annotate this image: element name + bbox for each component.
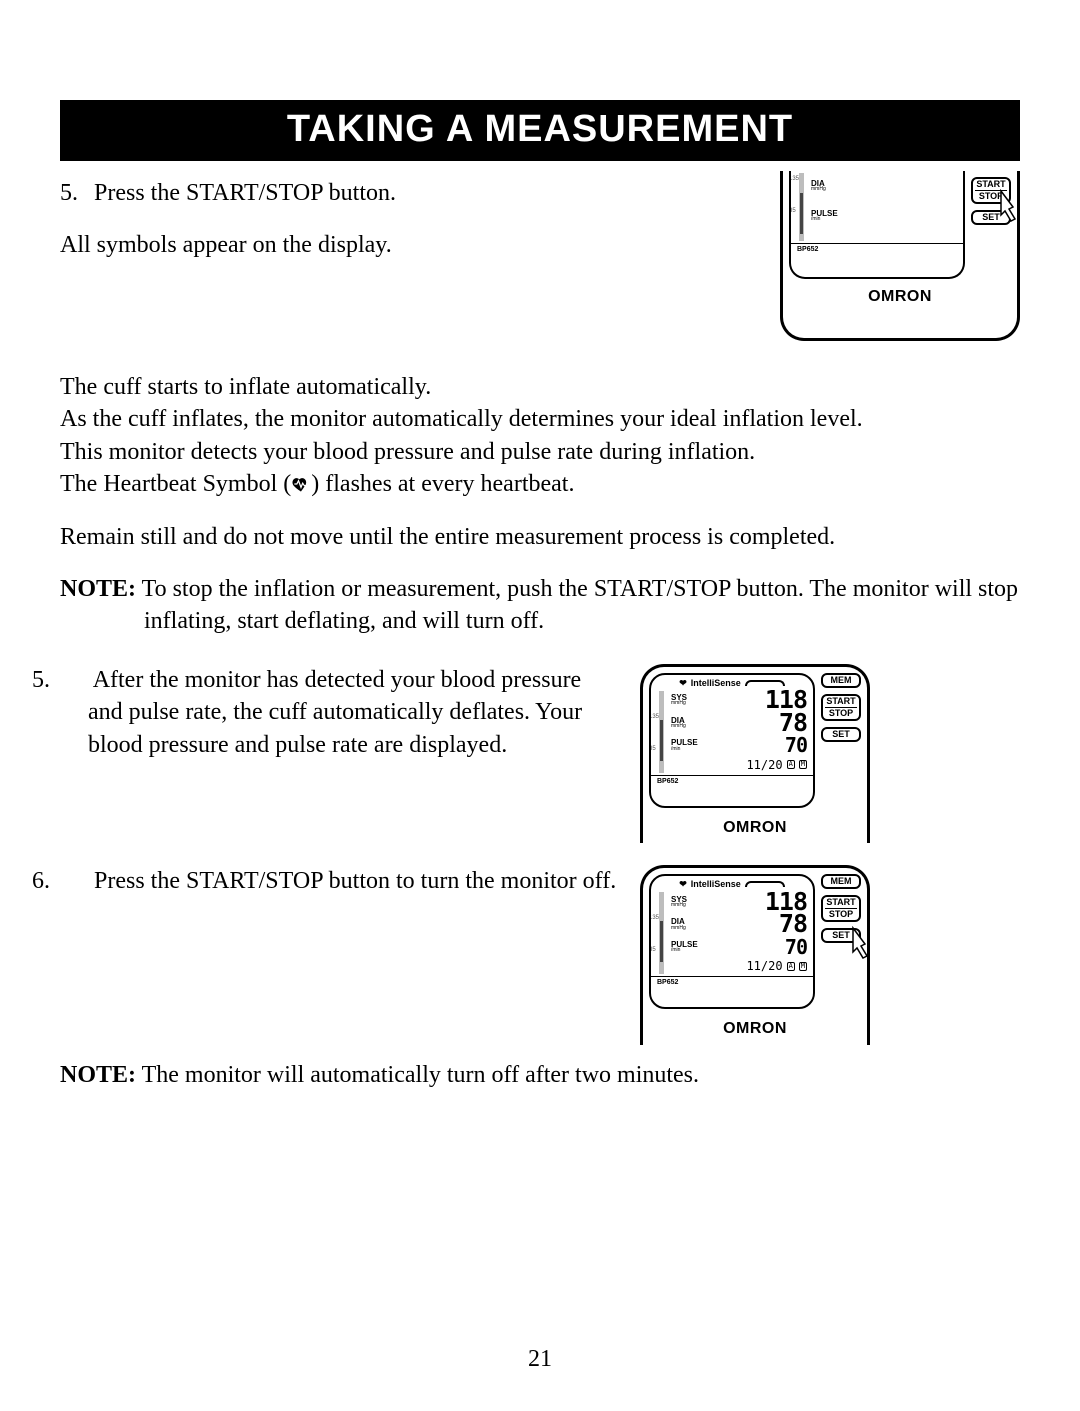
start-stop-button: START STOP <box>971 177 1011 204</box>
scale-tick-135: 135 <box>789 175 799 183</box>
step-text: Press the START/STOP button. <box>94 180 396 206</box>
pulse-value: 70 <box>703 736 813 754</box>
a-icon: A <box>787 962 795 971</box>
pulse-label: PULSE/min <box>671 740 703 750</box>
sys-label: SYSmmHg <box>671 695 703 705</box>
date-value: 11/20 <box>746 958 782 974</box>
m-icon: M <box>799 760 807 769</box>
model-label: BP652 <box>791 243 963 254</box>
note-autooff: NOTE: The monitor will automatically tur… <box>60 1059 1020 1091</box>
step-number: 5. <box>60 177 88 209</box>
step-text: Press the START/STOP button to turn the … <box>94 868 616 894</box>
step-5-line: 5. Press the START/STOP button. <box>60 177 760 209</box>
a-icon: A <box>787 760 795 769</box>
scale-tick-85: 85 <box>789 207 796 215</box>
set-button: SET <box>971 210 1011 225</box>
heartbeat-icon <box>291 471 311 497</box>
scale-tick-135: 135 <box>649 914 659 922</box>
section-title: TAKING A MEASUREMENT <box>60 100 1020 161</box>
date-value: 11/20 <box>746 757 782 773</box>
dia-label: DIAmmHg <box>671 718 703 728</box>
dia-value: 78 <box>703 913 813 936</box>
start-stop-button: START STOP <box>821 694 861 721</box>
brand-label: OMRON <box>643 1015 867 1045</box>
set-button: SET <box>821 727 861 742</box>
remain-still: Remain still and do not move until the e… <box>60 521 1020 553</box>
note-stop: NOTE: To stop the inflation or measureme… <box>60 573 1020 638</box>
inflate-detail-2: This monitor detects your blood pressure… <box>60 436 1020 468</box>
inflate-detail-1: As the cuff inflates, the monitor automa… <box>60 403 1020 435</box>
scale-bar <box>659 892 664 974</box>
device-figure-2: ❤ IntelliSense 135 85 <box>640 664 870 844</box>
page-number: 21 <box>0 1346 1080 1373</box>
scale-tick-85: 85 <box>649 745 656 753</box>
dia-value: 78 <box>703 712 813 735</box>
sys-label: SYSmmHg <box>671 897 703 907</box>
scale-bar <box>659 691 664 773</box>
dia-label: DIAmmHg <box>671 919 703 929</box>
heart-mini-icon: ❤ <box>679 878 687 890</box>
m-icon: M <box>799 962 807 971</box>
pulse-label: PULSE/min <box>671 942 703 952</box>
scale-tick-85: 85 <box>649 946 656 954</box>
pulse-value: 70 <box>703 938 813 956</box>
heart-mini-icon: ❤ <box>679 677 687 689</box>
device-figure-3: ❤ IntelliSense 135 85 <box>640 865 870 1045</box>
step-5-sub: All symbols appear on the display. <box>60 229 760 261</box>
step-text: After the monitor has detected your bloo… <box>88 667 582 758</box>
step-number: 6. <box>60 865 88 897</box>
inflate-detail-3: The Heartbeat Symbol () flashes at every… <box>60 468 1020 500</box>
step-6: 6. Press the START/STOP button to turn t… <box>60 865 620 897</box>
note-label: NOTE: <box>60 576 136 602</box>
model-label: BP652 <box>651 976 813 987</box>
pulse-label: PULSE/min <box>811 211 843 221</box>
intellisense-label: IntelliSense <box>691 677 741 689</box>
model-label: BP652 <box>651 775 813 786</box>
start-stop-button: START STOP <box>821 895 861 922</box>
step-number: 5. <box>60 664 88 696</box>
set-button: SET <box>821 928 861 943</box>
intellisense-label: IntelliSense <box>691 878 741 890</box>
brand-label: OMRON <box>643 814 867 844</box>
scale-bar <box>799 173 804 241</box>
scale-tick-135: 135 <box>649 713 659 721</box>
brand-label: OMRON <box>783 283 1017 313</box>
device-figure-1: 135 85 DIAmmHg PULSE/min <box>780 171 1020 341</box>
note-label: NOTE: <box>60 1062 136 1088</box>
mem-button: MEM <box>821 874 861 889</box>
inflate-lead: The cuff starts to inflate automatically… <box>60 371 1020 403</box>
mem-button: MEM <box>821 673 861 688</box>
step-5b: 5. After the monitor has detected your b… <box>60 664 620 761</box>
dia-label: DIAmmHg <box>811 181 843 191</box>
